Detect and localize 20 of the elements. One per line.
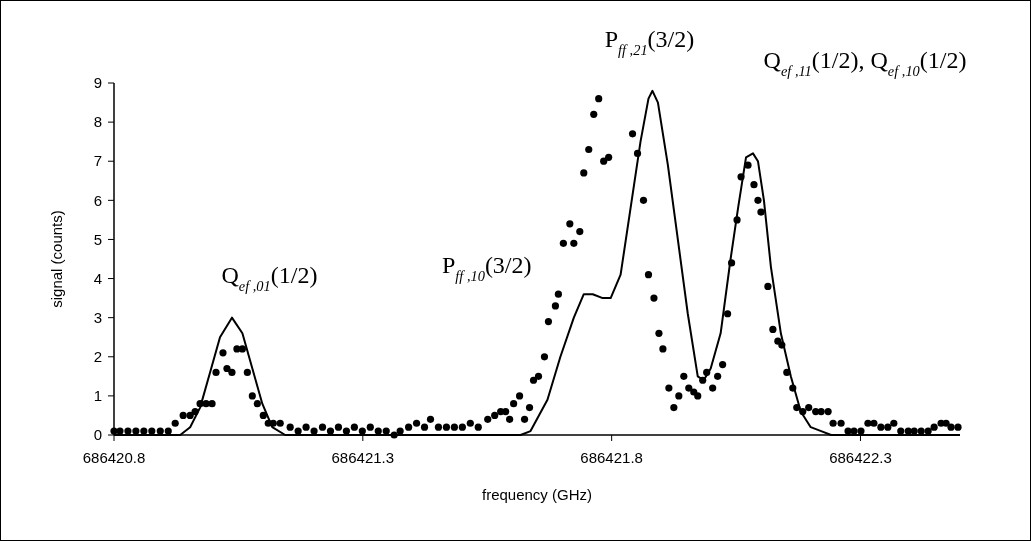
x-tick-label: 686422.3 (829, 449, 892, 466)
annotation: Q$_{ef ,01}$(1/2) (221, 261, 318, 294)
y-tick-label: 5 (93, 230, 102, 248)
x-axis-title: frequency (GHz) (481, 486, 593, 503)
annotation: P$_{ff ,21}$(3/2) (604, 25, 695, 58)
y-tick-label: 0 (93, 426, 102, 444)
y-tick-label: 8 (93, 113, 102, 131)
y-tick-label: 6 (93, 191, 102, 209)
y-tick-label: 3 (93, 308, 102, 326)
y-tick-label: 7 (93, 152, 102, 170)
y-tick-label: 2 (93, 348, 102, 366)
y-tick-label: 1 (93, 387, 102, 405)
x-tick-label: 686421.3 (331, 449, 395, 466)
y-tick-label: 4 (93, 269, 102, 287)
text: Q$_{ef ,11}$(1/2), Q$_{ef ,10}$(1/2) (763, 47, 967, 79)
x-tick-label: 686420.8 (82, 449, 146, 466)
annotation: P$_{ff ,10}$(3/2) (441, 252, 532, 285)
x-tick-label: 686421.8 (580, 449, 643, 466)
y-tick-label: 9 (93, 74, 102, 92)
y-axis-title: signal (counts) (48, 210, 65, 308)
